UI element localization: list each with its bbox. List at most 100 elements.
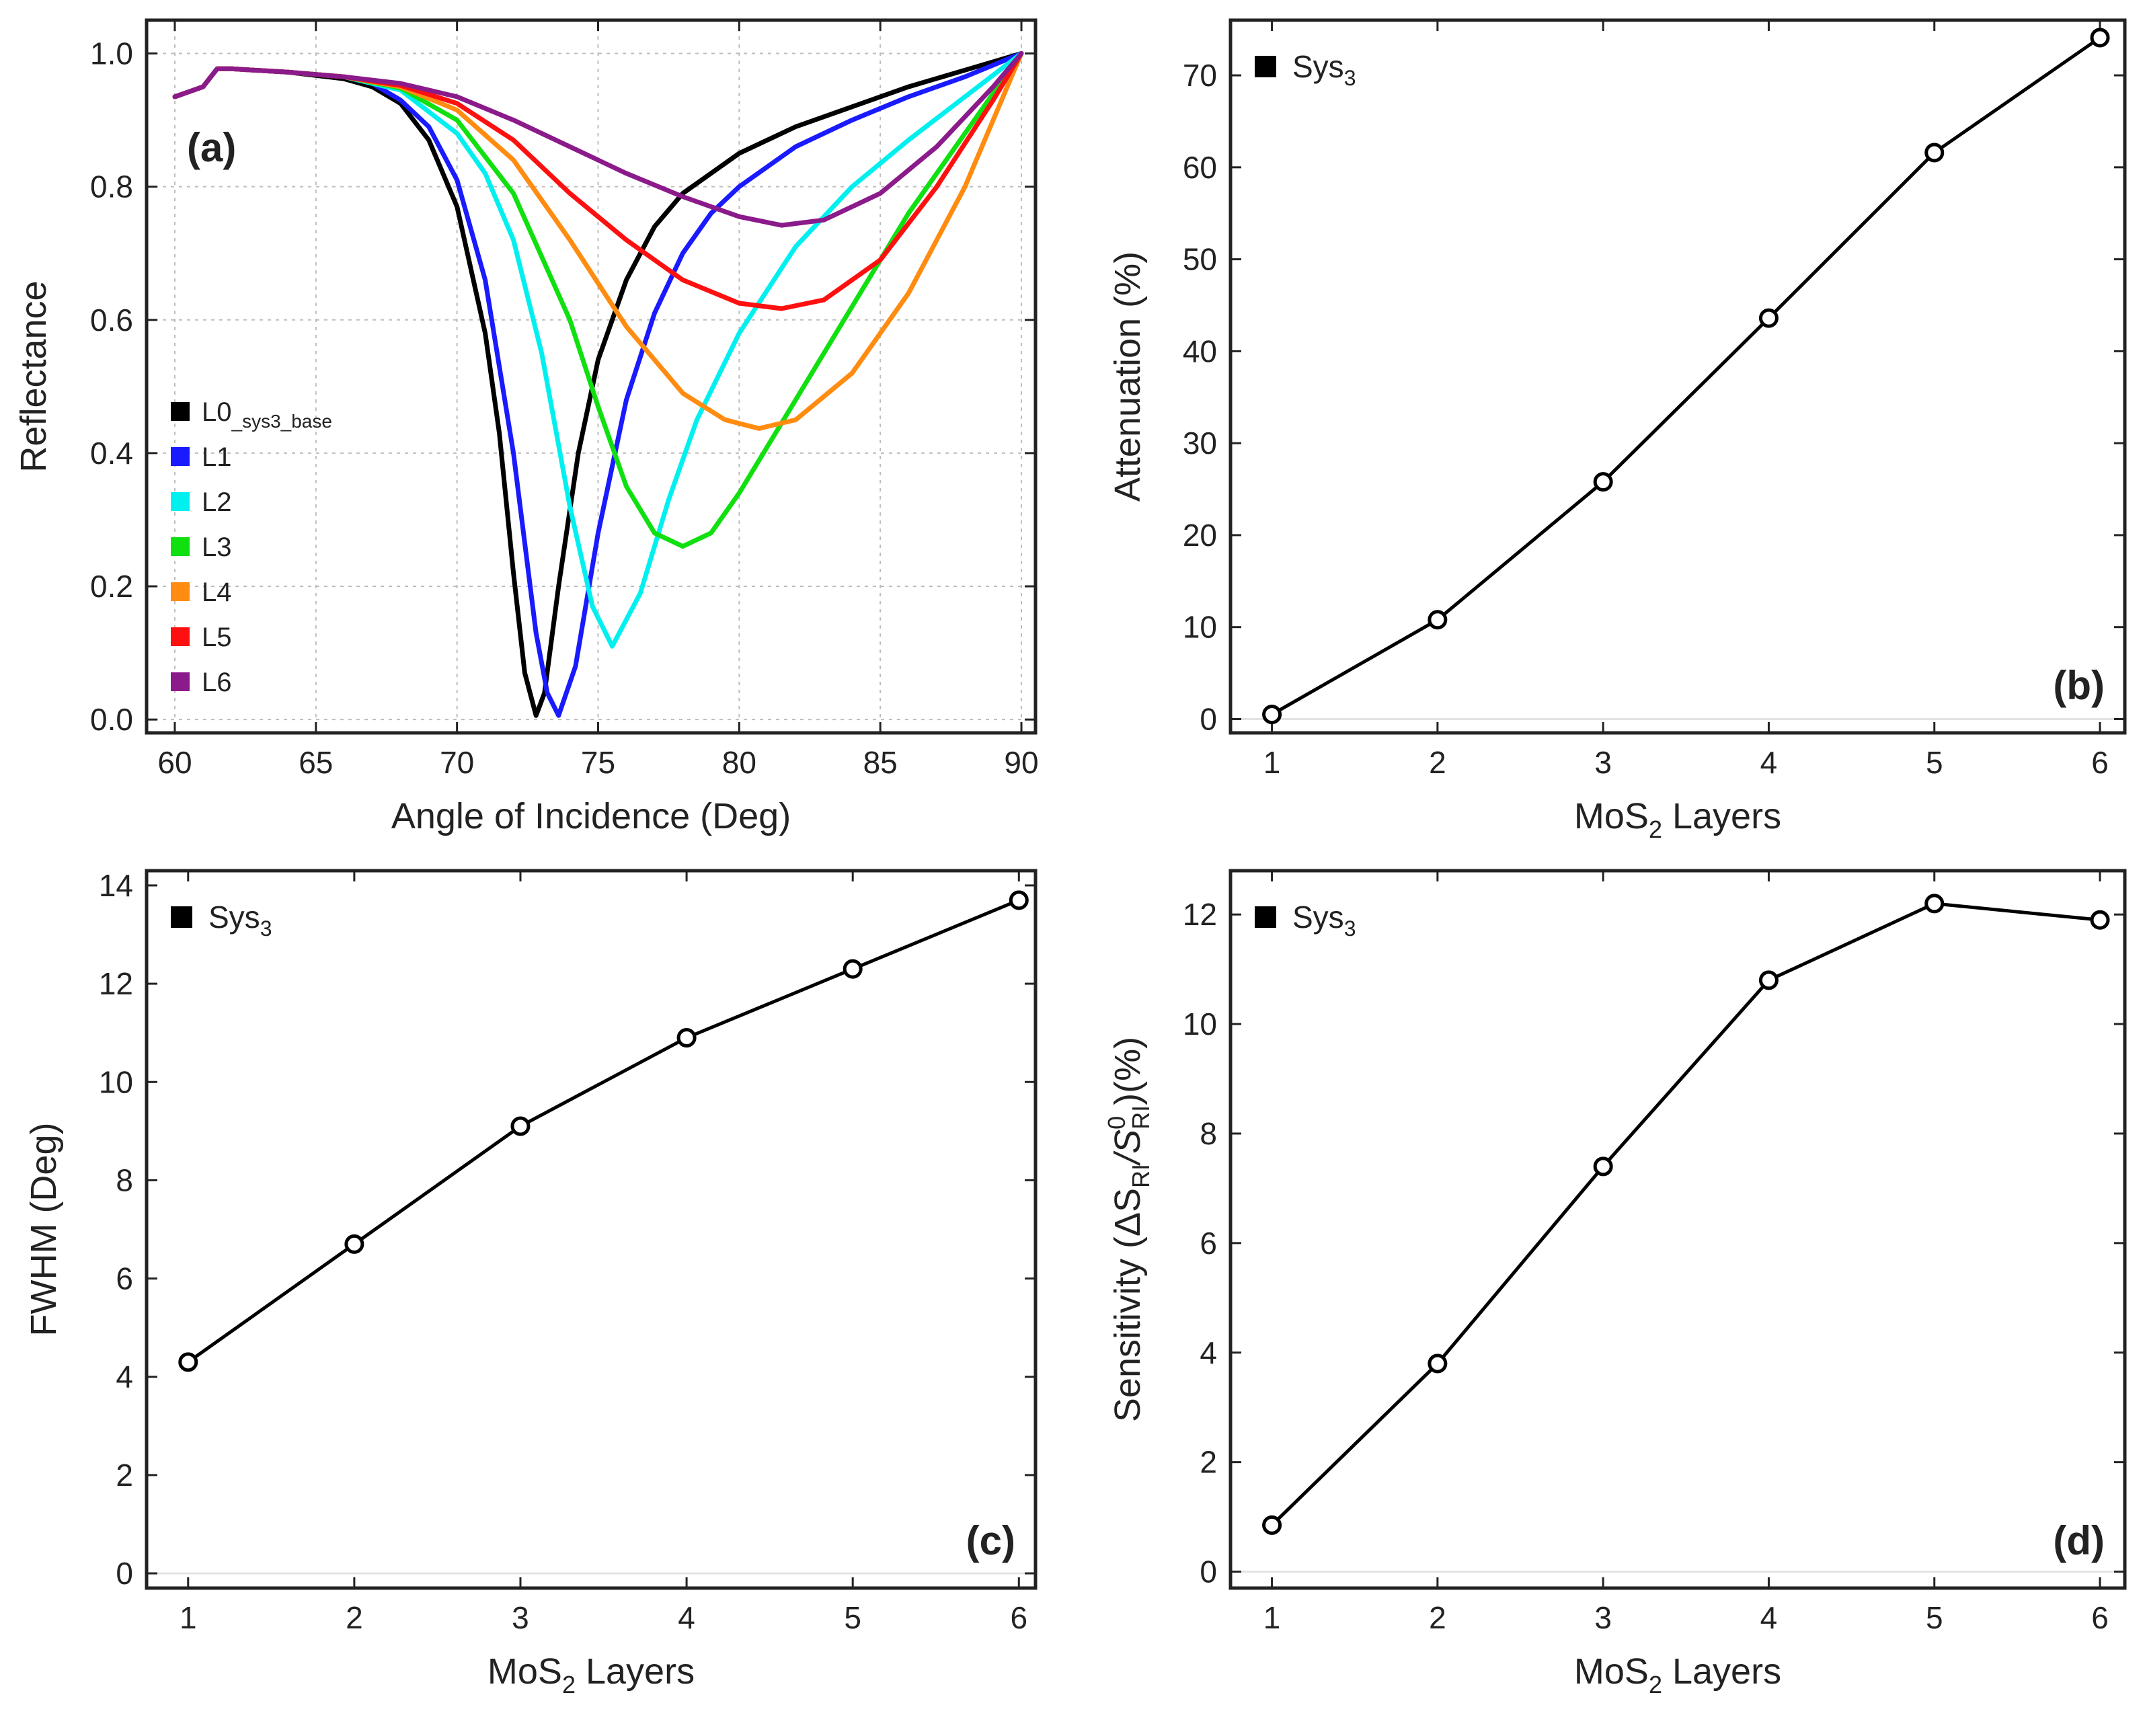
- legend-label-sub: 3: [1344, 916, 1356, 941]
- y-label-sub: RI: [1127, 1105, 1155, 1130]
- x-axis-label: Angle of Incidence (Deg): [391, 796, 791, 836]
- legend-label-sub: 3: [1344, 66, 1356, 90]
- legend-label-sub: 3: [260, 916, 272, 941]
- x-tick-label: 4: [1760, 1600, 1778, 1635]
- series-line-l6: [172, 51, 1024, 228]
- legend-label: L5: [202, 623, 232, 652]
- legend-label-text: L0: [202, 397, 232, 427]
- legend-label-text: L4: [202, 578, 232, 607]
- plot-frame: [145, 869, 1038, 1590]
- legend-swatch: [171, 582, 190, 601]
- x-tick-label: 5: [844, 1600, 861, 1635]
- y-tick-label: 12: [99, 966, 133, 1001]
- data-point: [2090, 910, 2110, 930]
- x-axis-label: MoS2 Layers: [1574, 796, 1781, 843]
- series-line-sys: [1270, 902, 2102, 1527]
- panel-label: (c): [966, 1518, 1015, 1563]
- legend-label-text: L6: [202, 668, 232, 697]
- y-label-part: )(%): [1107, 1037, 1148, 1105]
- legend-label: L2: [202, 487, 232, 517]
- data-point: [1262, 1515, 1282, 1535]
- y-tick-label: 8: [116, 1162, 133, 1197]
- data-point: [843, 959, 863, 979]
- panel-label: (d): [2053, 1518, 2105, 1563]
- series-line-sys: [1270, 36, 2102, 717]
- x-tick-label: 2: [1429, 1600, 1446, 1635]
- legend-label-text: L1: [202, 442, 232, 472]
- x-axis-label: MoS2 Layers: [1574, 1651, 1781, 1698]
- x-tick-label: 80: [722, 745, 756, 780]
- y-label-sub: RI: [1127, 1164, 1155, 1188]
- legend-swatch: [171, 672, 190, 691]
- data-point: [1924, 143, 1945, 163]
- y-tick-label: 70: [1183, 58, 1217, 93]
- legend-swatch: [171, 537, 190, 556]
- data-point: [1758, 970, 1779, 990]
- x-tick-label: 3: [1594, 745, 1612, 780]
- x-axis-label-tail: Layers: [576, 1651, 695, 1692]
- y-tick-label: 6: [1200, 1226, 1217, 1261]
- y-axis-label-text: Reflectance: [13, 280, 54, 472]
- y-tick-label: 2: [116, 1458, 133, 1493]
- data-point: [676, 1027, 697, 1048]
- legend-label-text: Sys: [1292, 49, 1344, 84]
- plot-frame: [145, 18, 1038, 735]
- series-line-sys: [186, 898, 1021, 1364]
- x-tick-label: 1: [1263, 1600, 1281, 1635]
- legend-label-sub: _sys3_base: [231, 411, 332, 432]
- x-tick-label: 85: [863, 745, 898, 780]
- y-tick-label: 12: [1183, 897, 1217, 932]
- y-tick-label: 4: [116, 1359, 133, 1394]
- x-tick-label: 2: [1429, 745, 1446, 780]
- data-point: [344, 1234, 364, 1254]
- data-point: [1758, 308, 1779, 328]
- data-point: [1428, 1353, 1448, 1374]
- x-tick-label: 70: [440, 745, 474, 780]
- y-axis-label: FWHM (Deg): [24, 1123, 64, 1337]
- data-point: [1262, 705, 1282, 725]
- data-point: [510, 1116, 531, 1136]
- x-tick-label: 5: [1926, 745, 1943, 780]
- y-tick-label: 1.0: [90, 36, 133, 71]
- data-point: [1593, 1156, 1613, 1177]
- x-tick-label: 2: [346, 1600, 363, 1635]
- data-point: [1428, 610, 1448, 630]
- x-axis-label-sub: 2: [562, 1671, 576, 1698]
- y-tick-label: 0.4: [90, 436, 133, 471]
- y-tick-label: 10: [1183, 610, 1217, 645]
- x-axis-label-text: MoS: [1574, 1651, 1649, 1692]
- x-tick-label: 60: [157, 745, 192, 780]
- x-axis-label-sub: 2: [1649, 1671, 1662, 1698]
- y-tick-label: 40: [1183, 333, 1217, 368]
- y-tick-label: 0: [116, 1556, 133, 1591]
- y-tick-label: 0.0: [90, 702, 133, 737]
- x-tick-label: 6: [1010, 1600, 1027, 1635]
- y-tick-label: 0: [1200, 701, 1217, 736]
- data-point: [178, 1352, 198, 1372]
- plot-frame: [1228, 869, 2127, 1590]
- x-tick-label: 6: [2091, 745, 2109, 780]
- x-axis-label-sub: 2: [1649, 816, 1662, 843]
- legend-swatch: [171, 447, 190, 466]
- x-tick-label: 4: [1760, 745, 1778, 780]
- legend-swatch: [171, 492, 190, 511]
- y-axis-label: Sensitivity (ΔSRI/S0RI)(%): [1103, 1037, 1155, 1422]
- legend-label: Sys3: [1292, 900, 1356, 941]
- x-tick-label: 65: [299, 745, 333, 780]
- y-tick-label: 10: [99, 1064, 133, 1099]
- x-tick-label: 5: [1926, 1600, 1943, 1635]
- legend-label-text: L5: [202, 623, 232, 652]
- x-axis-label-text: MoS: [487, 1651, 562, 1692]
- x-tick-label: 3: [1594, 1600, 1612, 1635]
- y-label-part: Sensitivity (ΔS: [1107, 1188, 1148, 1422]
- panel-label: (b): [2053, 663, 2105, 708]
- x-tick-label: 6: [2091, 1600, 2109, 1635]
- x-tick-label: 1: [1263, 745, 1281, 780]
- y-axis-label: Reflectance: [13, 280, 54, 472]
- y-label-part: /S: [1107, 1130, 1148, 1167]
- legend-label-text: Sys: [208, 900, 260, 935]
- y-tick-label: 10: [1183, 1007, 1217, 1041]
